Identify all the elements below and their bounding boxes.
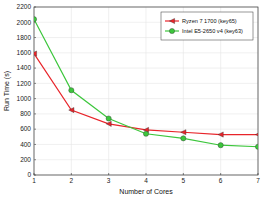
- data-point: [218, 143, 223, 148]
- data-point: [181, 130, 186, 135]
- data-point: [106, 116, 111, 121]
- chart: 0 200 400 600 800 1000 1200 1400 1600 1800 2000 220…: [0, 0, 267, 205]
- tick-label: 2200: [17, 3, 32, 10]
- tick-label: 1600: [17, 49, 32, 56]
- legend-label: Ryzen 7 1700 (key65): [182, 18, 237, 24]
- grid-line: [146, 7, 147, 175]
- data-point: [34, 51, 37, 56]
- tick-label: 800: [20, 110, 31, 117]
- tick-label: 600: [20, 125, 31, 132]
- data-point: [69, 88, 74, 93]
- tick-label: 1200: [17, 80, 32, 87]
- series-line: [34, 54, 258, 135]
- tick-label: 2: [70, 177, 74, 184]
- tick-label: 5: [182, 177, 186, 184]
- data-point: [69, 107, 74, 112]
- tick-label: 0: [27, 171, 31, 178]
- x-axis-label: Number of Cores: [119, 188, 173, 195]
- tick-label: 4: [144, 177, 148, 184]
- data-point: [106, 121, 111, 126]
- grid-line: [108, 7, 109, 175]
- tick-label: 1000: [17, 95, 32, 102]
- tick-label: 1400: [17, 64, 32, 71]
- tick-label: 200: [20, 156, 31, 163]
- data-point: [34, 17, 37, 22]
- tick-label: 7: [256, 177, 260, 184]
- tick-label: 1: [32, 177, 36, 184]
- tick-label: 1800: [17, 34, 32, 41]
- tick-label: 400: [20, 141, 31, 148]
- legend: Ryzen 7 1700 (key65) Intel E5-2650 v4 (ke…: [161, 12, 253, 40]
- plot-frame: [34, 7, 258, 175]
- data-point: [255, 132, 258, 137]
- legend-marker: [169, 18, 174, 23]
- data-point: [181, 136, 186, 141]
- tick-label: 2000: [17, 19, 32, 26]
- y-axis-label: Run Time (s): [3, 71, 11, 111]
- legend-label: Intel E5-2650 v4 (key63): [182, 28, 243, 34]
- legend-marker: [169, 28, 174, 33]
- tick-label: 6: [219, 177, 223, 184]
- data-point: [143, 131, 148, 136]
- data-point: [255, 144, 258, 149]
- tick-label: 3: [107, 177, 111, 184]
- plot-area: [34, 7, 258, 175]
- legend-box: [161, 12, 253, 40]
- data-point: [218, 132, 223, 137]
